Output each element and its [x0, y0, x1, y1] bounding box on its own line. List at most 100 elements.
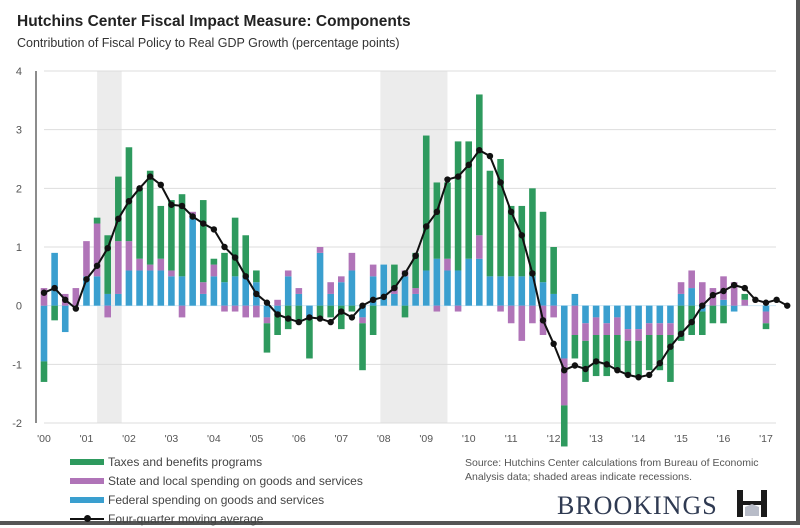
moving-average-point: [603, 361, 610, 368]
brookings-building-icon: [737, 490, 767, 517]
moving-average-point: [274, 311, 281, 318]
bar-federal: [412, 293, 419, 306]
bar-federal: [762, 305, 770, 312]
bar-state: [550, 305, 557, 318]
bar-federal: [61, 305, 69, 333]
moving-average-point: [401, 270, 409, 277]
bar-state: [369, 264, 377, 277]
bar-state: [497, 305, 504, 312]
bar-federal: [401, 276, 409, 306]
bar-taxes: [338, 305, 345, 330]
bar-taxes: [199, 200, 207, 283]
bar-federal: [40, 305, 48, 362]
x-tick-label: '05: [250, 433, 264, 445]
x-tick-label: '14: [632, 433, 646, 445]
bar-taxes: [444, 182, 451, 259]
x-tick-label: '11: [505, 433, 518, 445]
bar-federal: [422, 270, 430, 306]
moving-average-point: [93, 262, 101, 269]
bar-state: [157, 258, 165, 271]
source-note: Source: Hutchins Center calculations fro…: [465, 457, 759, 483]
bar-federal: [507, 276, 515, 306]
bar-state: [454, 305, 462, 312]
bar-federal: [369, 276, 377, 306]
moving-average-point: [168, 201, 175, 208]
moving-average-point: [200, 220, 207, 227]
x-tick-label: '07: [334, 433, 348, 445]
bar-taxes: [762, 323, 770, 330]
bar-state: [125, 241, 133, 271]
bar-taxes: [242, 235, 250, 277]
bar-state: [274, 299, 281, 306]
bar-taxes: [401, 305, 409, 318]
bar-taxes: [486, 170, 494, 277]
bar-federal: [720, 299, 727, 306]
y-tick-label: -2: [12, 418, 22, 430]
bar-federal: [380, 264, 388, 306]
bar-taxes: [699, 311, 706, 335]
moving-average-point: [338, 308, 345, 315]
bar-taxes: [391, 264, 398, 289]
moving-average-point: [486, 152, 494, 160]
bar-state: [624, 329, 632, 341]
legend-label: Federal spending on goods and services: [108, 492, 325, 507]
moving-average-point: [667, 343, 674, 350]
legend-label: Four-quarter moving average: [108, 511, 264, 526]
bar-federal: [83, 276, 90, 306]
bar-taxes: [465, 141, 472, 259]
x-tick-label: '02: [122, 433, 136, 445]
bar-state: [284, 270, 292, 277]
moving-average-point: [571, 362, 579, 369]
moving-average-point: [40, 289, 48, 296]
legend-item-taxes: Taxes and benefits programs: [70, 452, 363, 471]
bar-federal: [284, 276, 292, 306]
bar-taxes: [614, 335, 621, 371]
bar-federal: [274, 305, 281, 312]
moving-average-point: [348, 314, 356, 321]
bar-state: [645, 323, 653, 335]
bar-state: [476, 235, 483, 259]
moving-average-point: [550, 340, 557, 347]
bar-taxes: [157, 205, 165, 259]
bar-federal: [614, 305, 621, 318]
bar-state: [730, 282, 738, 306]
bar-taxes: [51, 305, 58, 321]
bar-taxes: [93, 217, 101, 224]
moving-average-point: [592, 358, 600, 365]
bar-state: [656, 323, 664, 335]
bar-state: [582, 323, 589, 341]
y-tick-label: 1: [16, 242, 22, 254]
bar-state: [327, 282, 334, 294]
bar-state: [146, 264, 154, 271]
moving-average-point: [688, 318, 695, 326]
bar-federal: [104, 293, 111, 306]
bar-state: [221, 305, 228, 312]
moving-average-point: [444, 176, 451, 183]
bar-state: [592, 317, 600, 335]
bar-federal: [348, 270, 356, 306]
bar-federal: [730, 305, 738, 312]
bar-federal: [677, 293, 685, 306]
bar-state: [253, 305, 260, 318]
moving-average-point: [699, 302, 706, 309]
bar-taxes: [210, 258, 218, 265]
moving-average-point: [614, 367, 621, 374]
legend-item-federal: Federal spending on goods and services: [70, 490, 363, 509]
bar-state: [263, 317, 271, 324]
bar-federal: [582, 305, 589, 324]
bar-state: [231, 305, 239, 312]
legend-swatch-taxes: [70, 458, 104, 465]
moving-average-point: [359, 302, 366, 309]
bar-state: [677, 282, 685, 294]
bar-federal: [486, 276, 494, 306]
bar-state: [316, 247, 324, 253]
moving-average-point: [752, 296, 759, 303]
bar-taxes: [709, 305, 717, 324]
legend-swatch-line: [70, 514, 104, 524]
moving-average-point: [242, 273, 249, 280]
bar-state: [635, 329, 642, 341]
bar-taxes: [667, 335, 674, 382]
bar-taxes: [359, 323, 366, 371]
legend-item-moving-average: Four-quarter moving average: [70, 509, 363, 528]
bar-taxes: [433, 182, 441, 259]
